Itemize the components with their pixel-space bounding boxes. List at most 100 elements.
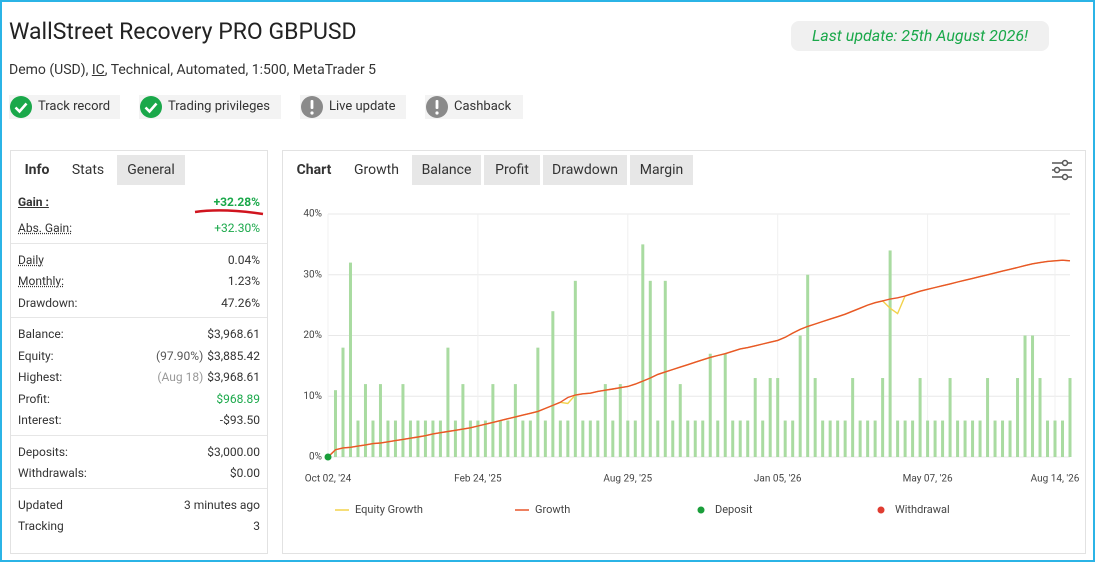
- deposit-marker: [324, 453, 332, 461]
- bar: [1046, 420, 1050, 457]
- badge-icon: [140, 96, 162, 118]
- bar: [543, 420, 547, 457]
- bar: [401, 384, 405, 457]
- bar: [431, 420, 435, 457]
- stat-number: $3,968.61: [207, 327, 260, 341]
- bar: [678, 384, 682, 457]
- bar: [423, 420, 427, 457]
- last-update: Last update: 25th August 2026!: [791, 21, 1049, 51]
- broker-link[interactable]: IC: [91, 62, 105, 78]
- tab[interactable]: Balance: [412, 155, 481, 185]
- chart-panel: 0% 10% 20% 30% 40% Oct 02, '24 Feb 24, '25 Aug …: [282, 150, 1086, 554]
- info-panel: Info Stats General Gain : +32.28% Abs. Gain: +…: [10, 150, 268, 554]
- bar: [851, 378, 855, 457]
- tab[interactable]: General: [117, 155, 185, 185]
- stat-value: 0.04%: [228, 250, 260, 271]
- stat-row: Withdrawals: $0.00: [18, 463, 260, 484]
- bar: [701, 420, 705, 457]
- bar: [648, 280, 652, 457]
- bar: [1031, 335, 1035, 457]
- bar: [776, 378, 780, 457]
- bar: [446, 347, 450, 457]
- bar: [963, 420, 967, 457]
- bar: [978, 420, 982, 457]
- stat-value: 3 minutes ago: [184, 495, 260, 516]
- stat-row: Abs. Gain: +32.30%: [18, 218, 260, 239]
- legend-label: Withdrawal: [895, 503, 950, 516]
- tab[interactable]: Profit: [484, 155, 540, 185]
- tab[interactable]: Margin: [630, 155, 693, 185]
- bar: [1068, 378, 1072, 457]
- bar: [896, 420, 900, 457]
- bar: [536, 347, 540, 457]
- stat-label: Highest:: [18, 370, 63, 384]
- stat-number: 3 minutes ago: [184, 497, 260, 512]
- tab[interactable]: Growth: [344, 155, 409, 185]
- x-tick-label: Aug 14, '26: [1031, 474, 1080, 485]
- bar: [506, 420, 510, 457]
- bar: [393, 420, 397, 457]
- bar: [723, 353, 727, 457]
- x-tick-label: Jan 05, '26: [754, 474, 802, 485]
- divider: [11, 242, 267, 244]
- badge-icon: [10, 96, 32, 118]
- bar: [551, 311, 555, 457]
- bar: [993, 420, 997, 457]
- bar: [1001, 420, 1005, 457]
- bar: [813, 378, 817, 457]
- bar: [768, 378, 772, 457]
- y-tick-label: 30%: [303, 269, 322, 280]
- bar: [1038, 378, 1042, 457]
- bar: [656, 420, 660, 457]
- legend-swatch: [877, 506, 885, 514]
- divider: [11, 487, 267, 489]
- tab[interactable]: Stats: [62, 155, 114, 185]
- bar: [911, 420, 915, 457]
- badge-label: Track record: [38, 99, 111, 114]
- y-tick-label: 0%: [309, 452, 322, 463]
- settings-icon[interactable]: [1050, 159, 1074, 181]
- bar: [986, 378, 990, 457]
- badge-label: Cashback: [454, 99, 512, 114]
- bar: [753, 378, 757, 457]
- bar: [513, 384, 517, 457]
- bar: [1016, 378, 1020, 457]
- badge: Trading privileges: [139, 95, 281, 119]
- bar: [363, 384, 367, 457]
- stat-row: Gain : +32.28%: [18, 192, 260, 213]
- bar: [461, 384, 465, 457]
- stat-value: $968.89: [216, 389, 260, 410]
- bar: [708, 353, 712, 457]
- stat-note: (97.90%): [156, 348, 204, 363]
- bar: [453, 420, 457, 457]
- bar: [791, 420, 795, 457]
- stat-note: (Aug 18): [157, 370, 204, 384]
- bar: [836, 420, 840, 457]
- bar: [866, 420, 870, 457]
- divider: [11, 434, 267, 436]
- bar: [1053, 420, 1057, 457]
- bar: [588, 420, 592, 457]
- bar: [491, 384, 495, 457]
- bar: [926, 420, 930, 457]
- stat-label: Monthly:: [18, 274, 64, 288]
- tab[interactable]: Chart: [289, 155, 339, 185]
- bar: [1023, 335, 1027, 457]
- legend-swatch: [697, 506, 705, 514]
- x-tick-label: Feb 24, '25: [454, 474, 502, 485]
- bar: [618, 384, 622, 457]
- stat-number: $3,968.61: [207, 370, 260, 384]
- x-tick-label: Oct 02, '24: [305, 474, 352, 485]
- tab[interactable]: Drawdown: [543, 155, 627, 185]
- stat-label: Interest:: [18, 413, 62, 427]
- bar: [971, 420, 975, 457]
- bar: [806, 274, 810, 457]
- stat-number: -$93.50: [219, 413, 260, 427]
- tab[interactable]: Info: [15, 155, 59, 185]
- stat-row: Profit: $968.89: [18, 389, 260, 410]
- bar: [738, 420, 742, 457]
- bar: [566, 420, 570, 457]
- stat-value: +32.30%: [214, 218, 260, 239]
- bar: [671, 420, 675, 457]
- bar: [558, 420, 562, 457]
